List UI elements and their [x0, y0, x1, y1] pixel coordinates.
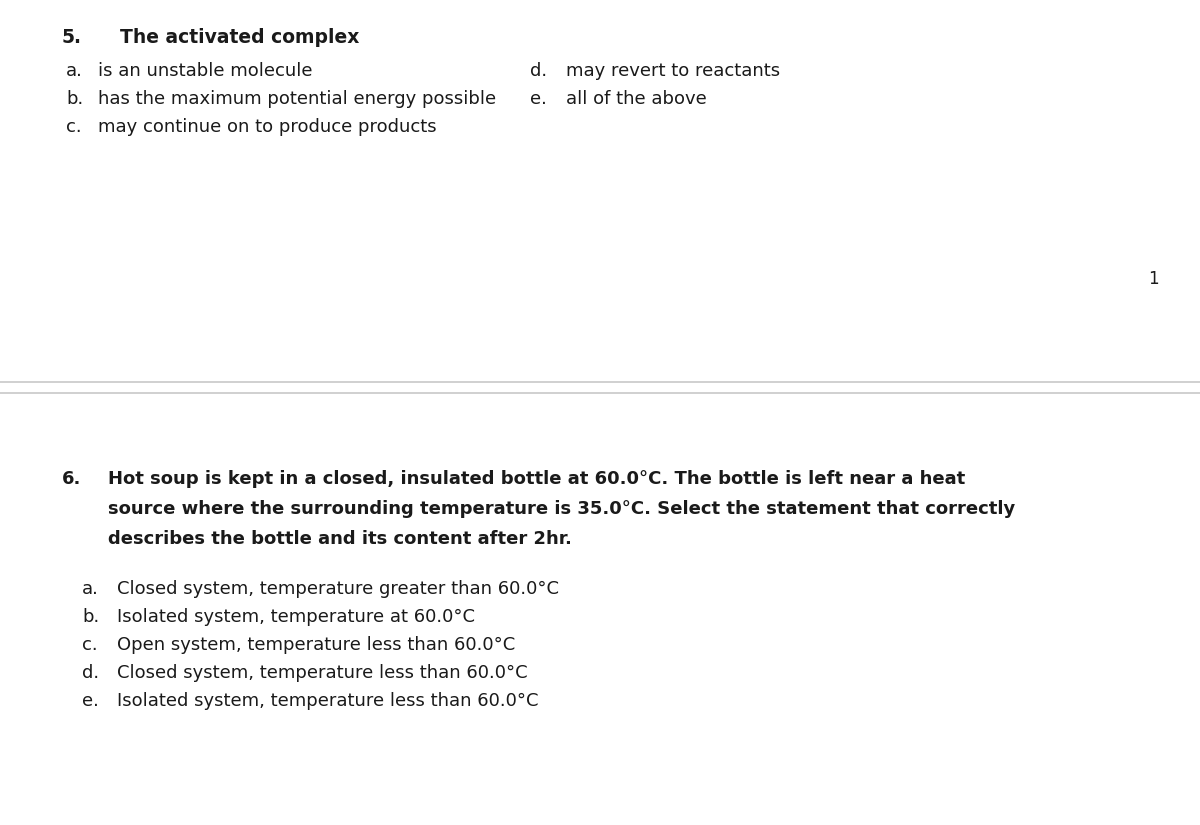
Text: has the maximum potential energy possible: has the maximum potential energy possibl… — [98, 90, 496, 108]
Text: b.: b. — [66, 90, 83, 108]
Text: 5.: 5. — [62, 28, 82, 47]
Text: c.: c. — [82, 636, 97, 654]
Text: Closed system, temperature greater than 60.0°C: Closed system, temperature greater than … — [118, 580, 559, 598]
Text: Isolated system, temperature at 60.0°C: Isolated system, temperature at 60.0°C — [118, 608, 475, 626]
Text: e.: e. — [82, 692, 98, 710]
Text: b.: b. — [82, 608, 100, 626]
Text: d.: d. — [82, 664, 100, 682]
Text: is an unstable molecule: is an unstable molecule — [98, 62, 312, 80]
Text: a.: a. — [82, 580, 98, 598]
Text: describes the bottle and its content after 2hr.: describes the bottle and its content aft… — [108, 530, 572, 548]
Text: Open system, temperature less than 60.0°C: Open system, temperature less than 60.0°… — [118, 636, 515, 654]
Text: all of the above: all of the above — [566, 90, 707, 108]
Text: source where the surrounding temperature is 35.0°C. Select the statement that co: source where the surrounding temperature… — [108, 500, 1015, 518]
Text: a.: a. — [66, 62, 83, 80]
Text: Hot soup is kept in a closed, insulated bottle at 60.0°C. The bottle is left nea: Hot soup is kept in a closed, insulated … — [108, 470, 965, 488]
Text: The activated complex: The activated complex — [120, 28, 359, 47]
Text: 6.: 6. — [62, 470, 82, 488]
Text: c.: c. — [66, 118, 82, 136]
Text: Isolated system, temperature less than 60.0°C: Isolated system, temperature less than 6… — [118, 692, 539, 710]
Text: may revert to reactants: may revert to reactants — [566, 62, 780, 80]
Text: Closed system, temperature less than 60.0°C: Closed system, temperature less than 60.… — [118, 664, 528, 682]
Text: d.: d. — [530, 62, 547, 80]
Text: e.: e. — [530, 90, 547, 108]
Text: may continue on to produce products: may continue on to produce products — [98, 118, 437, 136]
Text: 1: 1 — [1148, 270, 1159, 288]
